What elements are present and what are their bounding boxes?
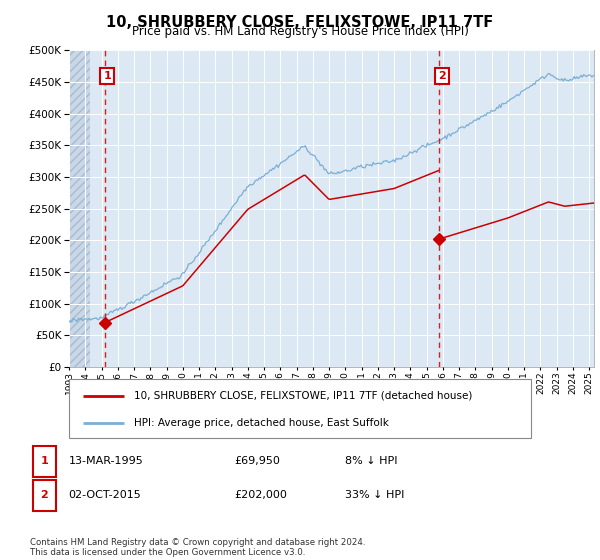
Text: 2: 2 bbox=[40, 490, 48, 500]
FancyBboxPatch shape bbox=[33, 446, 56, 477]
Text: £69,950: £69,950 bbox=[234, 456, 280, 466]
Text: 10, SHRUBBERY CLOSE, FELIXSTOWE, IP11 7TF: 10, SHRUBBERY CLOSE, FELIXSTOWE, IP11 7T… bbox=[106, 15, 494, 30]
Text: Contains HM Land Registry data © Crown copyright and database right 2024.
This d: Contains HM Land Registry data © Crown c… bbox=[30, 538, 365, 557]
Text: 13-MAR-1995: 13-MAR-1995 bbox=[68, 456, 143, 466]
Text: £202,000: £202,000 bbox=[234, 490, 287, 500]
FancyBboxPatch shape bbox=[33, 480, 56, 511]
Text: 1: 1 bbox=[103, 71, 111, 81]
Text: 33% ↓ HPI: 33% ↓ HPI bbox=[344, 490, 404, 500]
Bar bbox=[69, 50, 90, 367]
Text: 1: 1 bbox=[40, 456, 48, 466]
Text: Price paid vs. HM Land Registry's House Price Index (HPI): Price paid vs. HM Land Registry's House … bbox=[131, 25, 469, 38]
Text: 10, SHRUBBERY CLOSE, FELIXSTOWE, IP11 7TF (detached house): 10, SHRUBBERY CLOSE, FELIXSTOWE, IP11 7T… bbox=[134, 390, 472, 400]
Text: 2: 2 bbox=[438, 71, 446, 81]
Text: HPI: Average price, detached house, East Suffolk: HPI: Average price, detached house, East… bbox=[134, 418, 389, 428]
Text: 02-OCT-2015: 02-OCT-2015 bbox=[68, 490, 142, 500]
FancyBboxPatch shape bbox=[69, 379, 531, 438]
Text: 8% ↓ HPI: 8% ↓ HPI bbox=[344, 456, 397, 466]
